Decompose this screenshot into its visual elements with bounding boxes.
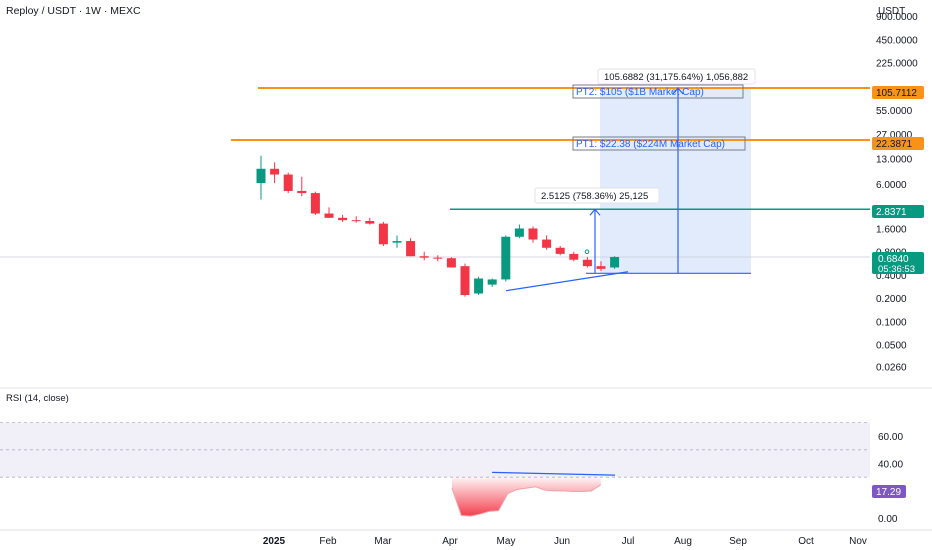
price-tag-target: 2.8371 [872,205,924,218]
pt1-annotation[interactable]: PT1: $22.38 ($224M Market Cap) [572,136,746,151]
candle-body [406,241,416,257]
candle-body [283,174,293,191]
price-axis: 900.0000 450.0000 225.0000 55.0000 27.0000 13… [876,12,918,373]
price-tag-target-text: 2.8371 [876,207,907,218]
rsi-tick-label: 0.00 [878,514,898,525]
time-tick-label: Mar [374,536,392,547]
candle-body [270,168,280,175]
projection-box [600,88,751,274]
candle-body [514,228,524,237]
candle-body [365,221,375,224]
time-tick-label: Aug [674,536,692,547]
rsi-value-tag: 17.29 [872,485,906,498]
candle-body [446,258,456,268]
candle-body [460,266,470,296]
price-tick-label: 0.1000 [876,317,907,328]
measure-arrowhead-target [589,208,601,216]
candle-body [487,279,497,285]
rsi-divergence-line [491,471,616,476]
candle-body [419,256,429,258]
rsi-line [451,484,602,517]
price-tick-label: 0.4000 [876,271,907,282]
candle-body [610,256,620,268]
time-axis: 2025 Feb Mar Apr May Jun Jul Aug Sep Oct Nov [263,536,867,547]
price-tag-pt1-text: 22.3871 [876,139,913,150]
time-tick-label: Sep [729,536,747,547]
candle-body [582,259,592,267]
price-tag-pt2: 105.7112 [872,86,924,99]
price-tick-label: 0.0260 [876,363,907,374]
rsi-pane [0,422,870,517]
measure-arrowhead-pt2 [672,87,684,95]
time-tick-label: Oct [798,536,814,547]
measure-label-target: 2.5125 (758.36%) 25,125 [534,187,660,204]
current-price-value: 0.6840 [878,254,909,265]
candle-body [474,278,484,294]
time-tick-label: 2025 [263,536,286,547]
candle-body [310,193,320,214]
price-tick-label: 450.0000 [876,35,918,46]
price-tick-label: 900.0000 [876,12,918,23]
projection-drawing [600,88,751,274]
measure-text-target: 2.5125 (758.36%) 25,125 [541,191,648,202]
measure-label-pt2: 105.6882 (31,175.64%) 1,056,882 [597,68,756,85]
time-tick-label: Jul [622,536,635,547]
candle-body [324,213,334,218]
candle-body [256,168,266,184]
rsi-title[interactable]: RSI (14, close) [6,393,69,404]
time-tick-label: Apr [442,536,458,547]
price-tick-label: 0.2000 [876,294,907,305]
current-price-tag: 0.6840 05:36:53 [872,252,924,275]
candle-body [569,253,579,260]
candle-body [596,266,606,269]
price-tick-label: 0.0500 [876,341,907,352]
candle-body [555,247,565,254]
candle-body [378,223,388,245]
price-tick-label: 6.0000 [876,180,907,191]
price-tick-label: 13.0000 [876,154,913,165]
price-tick-label: 27.0000 [876,130,913,141]
bar-countdown: 05:36:53 [878,264,915,275]
rsi-oversold-fill [452,477,601,517]
time-tick-label: Nov [849,536,867,547]
time-tick-label: Jun [554,536,570,547]
time-tick-label: Feb [319,536,337,547]
candle-body [528,228,538,240]
candle-body [501,236,511,280]
candle-body [297,190,307,194]
signal-dot [584,249,590,255]
price-lines [0,87,870,258]
price-tick-label: 225.0000 [876,59,918,70]
currency-label: USDT [878,6,905,17]
pt2-label: PT2: $105 ($1B Market Cap) [576,87,704,98]
measure-text-pt2: 105.6882 (31,175.64%) 1,056,882 [604,72,748,83]
rsi-tick-label: 60.00 [878,432,903,443]
trendline-support [505,271,629,292]
candle-body [542,239,552,248]
pt1-label: PT1: $22.38 ($224M Market Cap) [576,139,725,150]
price-tag-pt2-text: 105.7112 [876,88,917,99]
price-tick-label: 55.0000 [876,106,913,117]
price-tick-label: 1.6000 [876,224,907,235]
candle-body [338,217,348,221]
pt2-annotation[interactable]: PT2: $105 ($1B Market Cap) [572,84,744,99]
rsi-tick-label: 40.00 [878,460,903,471]
symbol-title[interactable]: Reploy / USDT · 1W · MEXC [6,5,141,17]
time-tick-label: May [497,536,516,547]
drawings-overlay [505,87,751,292]
candle-body [433,257,443,259]
candle-body [351,220,361,222]
candlestick-series [256,155,620,297]
rsi-value-text: 17.29 [876,487,901,498]
price-tag-pt1: 22.3871 [872,137,924,150]
candle-body [392,241,402,243]
